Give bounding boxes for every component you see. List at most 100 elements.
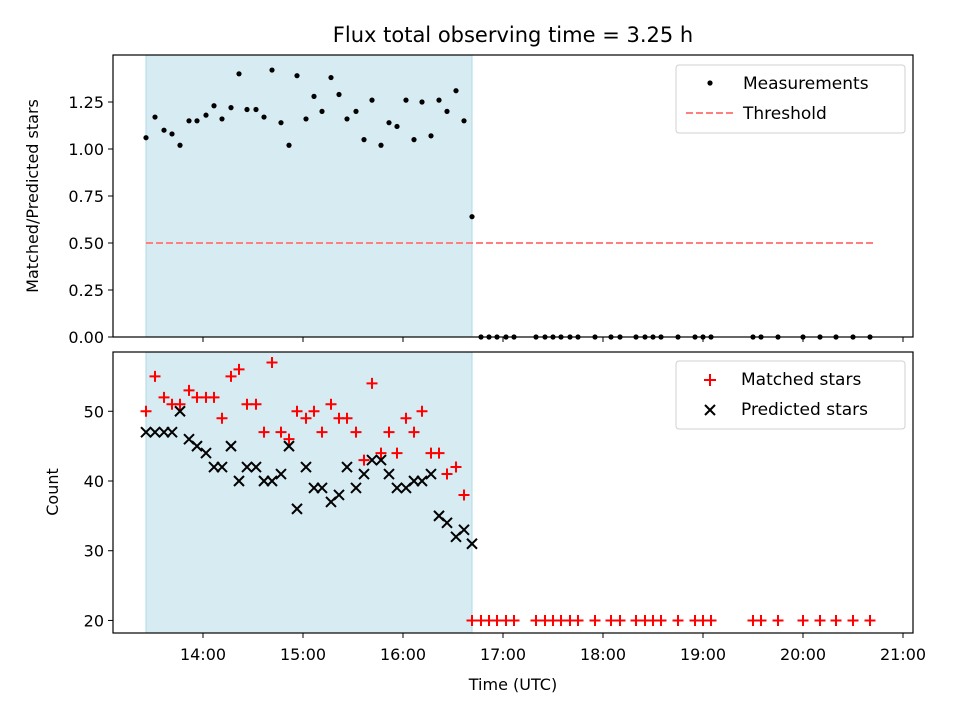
legend-measurements-marker	[707, 80, 713, 86]
measurements-point	[286, 142, 292, 148]
observing-span-shade	[145, 54, 473, 338]
predicted-stars-point	[300, 461, 312, 473]
matched-stars-point	[572, 614, 584, 626]
measurements-point	[311, 93, 317, 99]
matched-stars-point	[250, 398, 262, 410]
measurements-point	[344, 116, 350, 122]
predicted-stars-point	[266, 475, 278, 487]
matched-stars-point	[458, 489, 470, 501]
y-tick-label: 1.25	[68, 93, 104, 112]
predicted-stars-point	[441, 517, 453, 529]
matched-stars-point	[291, 405, 303, 417]
measurements-point	[436, 97, 442, 103]
y-tick-label: 0.50	[68, 234, 104, 253]
measurements-point	[278, 120, 284, 126]
measurements-point	[269, 67, 275, 73]
matched-stars-point	[655, 614, 667, 626]
measurements-point	[353, 108, 359, 114]
ratio-legend: Measurements Threshold	[675, 64, 906, 134]
x-tick-label: 14:00	[180, 645, 226, 664]
matched-stars-point	[814, 614, 826, 626]
legend-predicted-marker	[704, 404, 716, 416]
y-tick-label: 40	[84, 472, 104, 491]
matched-stars-point	[847, 614, 859, 626]
predicted-stars-point	[216, 461, 228, 473]
measurements-point	[236, 71, 242, 77]
legend-threshold-label: Threshold	[742, 104, 827, 124]
predicted-stars-point	[140, 426, 152, 438]
x-tick-label: 16:00	[380, 645, 426, 664]
matched-stars-point	[408, 426, 420, 438]
measurements-point	[369, 97, 375, 103]
measurements-point	[228, 105, 234, 111]
x-tick-label: 15:00	[280, 645, 326, 664]
matched-stars-point	[383, 426, 395, 438]
measurements-point	[152, 114, 158, 120]
predicted-stars-point	[425, 468, 437, 480]
measurements-point	[469, 214, 475, 220]
legend-predicted-label: Predicted stars	[741, 400, 868, 420]
measurements-point	[203, 112, 209, 118]
predicted-stars-point	[250, 461, 262, 473]
matched-stars-point	[366, 377, 378, 389]
matched-stars-point	[755, 614, 767, 626]
measurements-point	[336, 91, 342, 98]
matched-stars-point	[433, 447, 445, 459]
predicted-stars-point	[466, 538, 478, 550]
matched-stars-point	[149, 370, 161, 382]
predicted-stars-point	[341, 461, 353, 473]
x-tick-label: 17:00	[480, 645, 526, 664]
measurements-point	[194, 118, 200, 124]
measurements-point	[261, 114, 267, 120]
measurements-point	[328, 74, 334, 81]
ratio-panel: Flux total observing time = 3.25 h 0.00 0…	[23, 23, 914, 347]
predicted-stars-point	[350, 482, 362, 494]
legend-matched-label: Matched stars	[741, 370, 861, 390]
count-axes-frame	[112, 351, 914, 634]
ratio-axes-frame	[112, 54, 914, 338]
matched-stars-point	[300, 412, 312, 424]
matched-stars-point	[772, 614, 784, 626]
y-tick-label: 30	[84, 542, 104, 561]
matched-stars-point	[308, 405, 320, 417]
measurements-point	[244, 106, 250, 113]
x-tick-label: 21:00	[880, 645, 926, 664]
predicted-stars-point	[174, 405, 186, 417]
measurements-point	[444, 108, 450, 114]
predicted-stars-point	[458, 524, 470, 536]
x-tick-label: 19:00	[680, 645, 726, 664]
count-y-axis-label: Count	[43, 468, 62, 516]
matched-stars-point	[797, 614, 809, 626]
predicted-stars-point	[333, 489, 345, 501]
matched-stars-point	[400, 412, 412, 424]
y-tick-label: 0.25	[68, 281, 104, 300]
predicted-stars-point	[241, 461, 253, 473]
measurements-point	[361, 137, 367, 143]
predicted-stars-point	[375, 454, 387, 466]
matched-stars-point	[266, 356, 278, 368]
measurements-point	[403, 97, 409, 103]
predicted-stars-point	[383, 468, 395, 480]
matched-stars-point	[208, 391, 220, 403]
matched-stars-point	[183, 384, 195, 396]
predicted-stars-point	[225, 440, 237, 452]
matched-stars-point	[225, 370, 237, 382]
predicted-stars-point	[191, 440, 203, 452]
predicted-stars-point	[283, 440, 295, 452]
predicted-stars-point	[166, 426, 178, 438]
measurements-point	[461, 118, 467, 124]
chart-title: Flux total observing time = 3.25 h	[333, 23, 693, 47]
count-panel: 20 30 40 50 14:00 15:00 16:00 17:00 18:00 19:00 20…	[43, 351, 926, 694]
matched-stars-point	[830, 614, 842, 626]
matched-stars-point	[358, 454, 370, 466]
measurements-point	[394, 123, 400, 130]
matched-stars-point	[672, 614, 684, 626]
matched-stars-point	[174, 398, 186, 410]
measurements-point	[378, 142, 384, 148]
y-tick-label: 50	[84, 402, 104, 421]
x-tick-label: 18:00	[580, 645, 626, 664]
matched-stars-point	[441, 468, 453, 480]
ratio-y-axis-label: Matched/Predicted stars	[23, 99, 42, 293]
matched-stars-point	[864, 614, 876, 626]
measurements-point	[294, 73, 300, 79]
